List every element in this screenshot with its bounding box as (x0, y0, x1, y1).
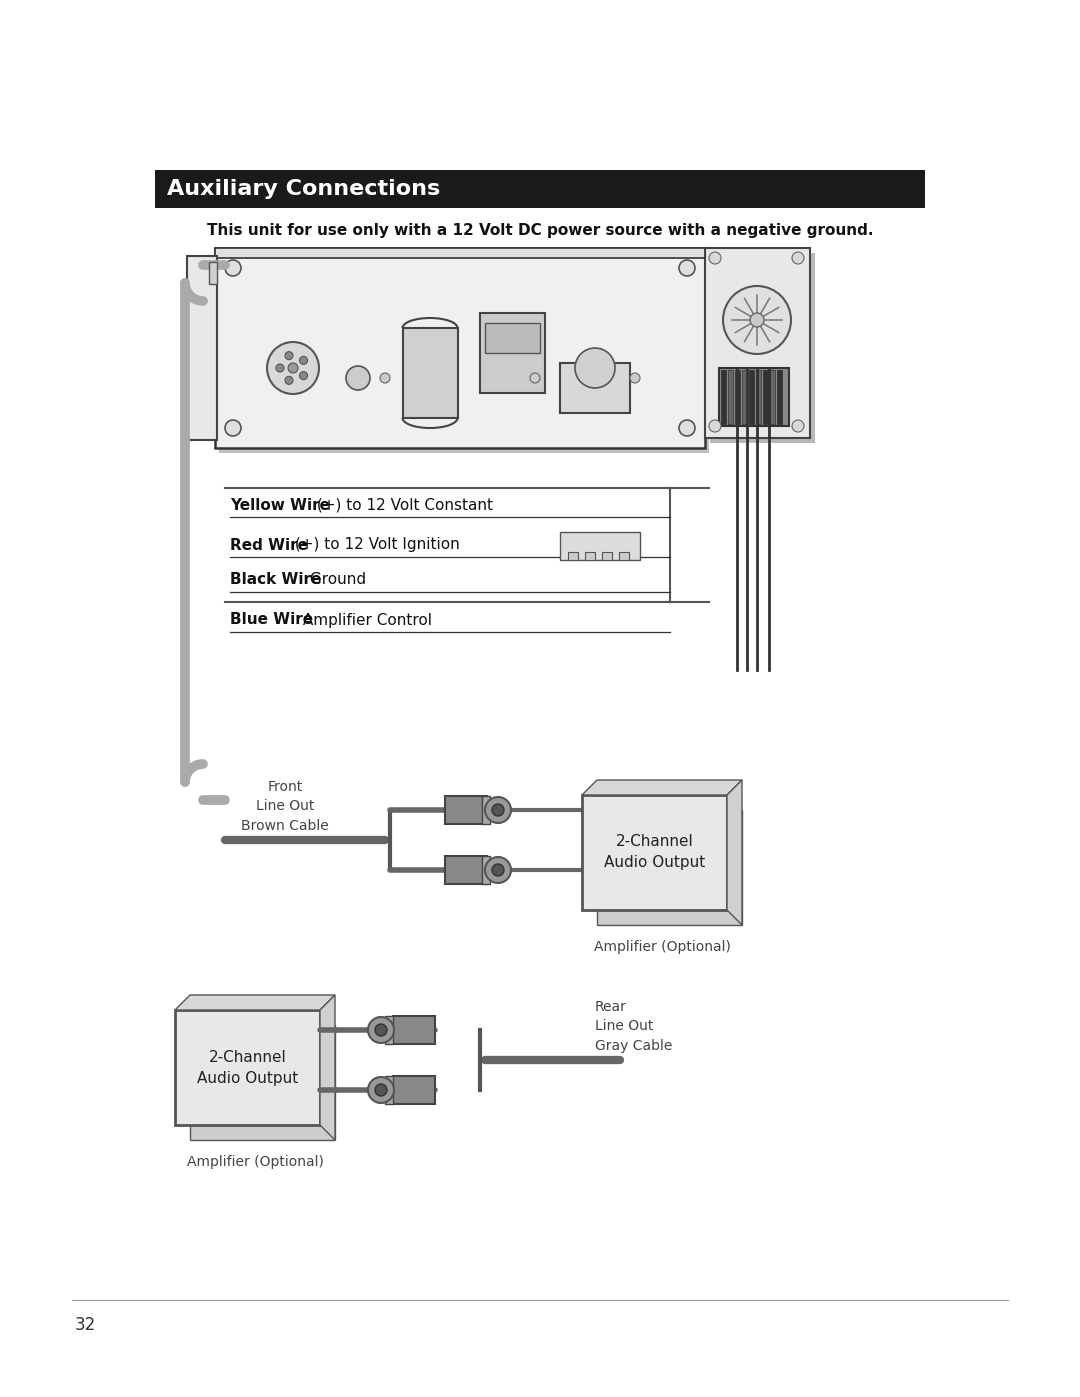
Bar (190, 1025, 335, 1140)
Circle shape (492, 805, 504, 816)
Text: Rear
Line Out
Gray Cable: Rear Line Out Gray Cable (595, 1000, 673, 1053)
Circle shape (375, 1024, 387, 1037)
Bar (777, 370, 782, 425)
Circle shape (288, 363, 298, 373)
Circle shape (723, 286, 791, 353)
Bar (597, 810, 742, 925)
Bar (728, 370, 733, 425)
Bar (480, 313, 545, 393)
Bar (568, 552, 578, 560)
Bar (403, 328, 458, 418)
Circle shape (380, 373, 390, 383)
Circle shape (346, 366, 370, 390)
Text: 32: 32 (75, 1316, 96, 1334)
Bar (750, 370, 754, 425)
Text: 2-Channel
Audio Output: 2-Channel Audio Output (604, 834, 705, 870)
Text: Ground: Ground (305, 573, 366, 588)
Bar (719, 367, 789, 426)
Bar (735, 370, 740, 425)
Circle shape (630, 373, 640, 383)
Bar (215, 249, 705, 258)
Circle shape (267, 342, 319, 394)
Bar (742, 370, 747, 425)
Circle shape (492, 863, 504, 876)
Text: Black Wire: Black Wire (230, 573, 322, 588)
Bar (219, 253, 708, 453)
Circle shape (276, 365, 284, 372)
Circle shape (708, 251, 721, 264)
Circle shape (285, 376, 293, 384)
Circle shape (679, 420, 696, 436)
Bar (482, 796, 490, 824)
Text: (+) to 12 Volt Constant: (+) to 12 Volt Constant (312, 497, 494, 513)
Circle shape (368, 1077, 394, 1104)
Text: Amplifier (Optional): Amplifier (Optional) (187, 1155, 323, 1169)
Circle shape (299, 372, 308, 380)
Circle shape (299, 356, 308, 365)
Text: 2-Channel
Audio Output: 2-Channel Audio Output (197, 1049, 298, 1085)
Bar (770, 370, 775, 425)
Text: Red Wire: Red Wire (230, 538, 308, 552)
Bar (762, 370, 768, 425)
Bar (393, 1076, 435, 1104)
Text: This unit for use only with a 12 Volt DC power source with a negative ground.: This unit for use only with a 12 Volt DC… (206, 222, 874, 237)
Bar (215, 249, 705, 448)
Bar (445, 796, 487, 824)
Circle shape (750, 313, 764, 327)
Circle shape (285, 352, 293, 359)
Polygon shape (727, 780, 742, 925)
Circle shape (368, 1017, 394, 1044)
Bar (393, 1016, 435, 1044)
Bar (619, 552, 629, 560)
Bar (561, 532, 640, 560)
Bar (187, 256, 217, 440)
Bar (384, 1076, 393, 1104)
Polygon shape (582, 780, 742, 795)
Circle shape (708, 420, 721, 432)
Polygon shape (175, 995, 335, 1010)
Text: Amplifier Control: Amplifier Control (297, 612, 432, 627)
Bar (156, 170, 924, 208)
Text: Auxiliary Connections: Auxiliary Connections (167, 179, 441, 198)
Circle shape (225, 420, 241, 436)
Circle shape (530, 373, 540, 383)
Text: Blue Wire: Blue Wire (230, 612, 313, 627)
Circle shape (225, 260, 241, 277)
Text: Front
Line Out
Brown Cable: Front Line Out Brown Cable (241, 780, 329, 833)
Bar (482, 856, 490, 884)
Bar (585, 552, 595, 560)
Bar (721, 370, 726, 425)
Bar (175, 1010, 320, 1125)
Circle shape (485, 856, 511, 883)
Bar (485, 323, 540, 353)
Text: Yellow Wire: Yellow Wire (230, 497, 330, 513)
Bar (445, 856, 487, 884)
Bar (756, 370, 761, 425)
Bar (710, 253, 815, 443)
Circle shape (679, 260, 696, 277)
Bar (384, 1016, 393, 1044)
Circle shape (375, 1084, 387, 1097)
Bar (561, 363, 630, 414)
Bar (582, 795, 727, 909)
Bar (705, 249, 810, 439)
Circle shape (485, 798, 511, 823)
Text: Amplifier (Optional): Amplifier (Optional) (594, 940, 730, 954)
Bar (602, 552, 612, 560)
Circle shape (792, 251, 804, 264)
Circle shape (792, 420, 804, 432)
Polygon shape (320, 995, 335, 1140)
Circle shape (575, 348, 615, 388)
Bar (210, 263, 217, 284)
Text: (+) to 12 Volt Ignition: (+) to 12 Volt Ignition (291, 538, 460, 552)
